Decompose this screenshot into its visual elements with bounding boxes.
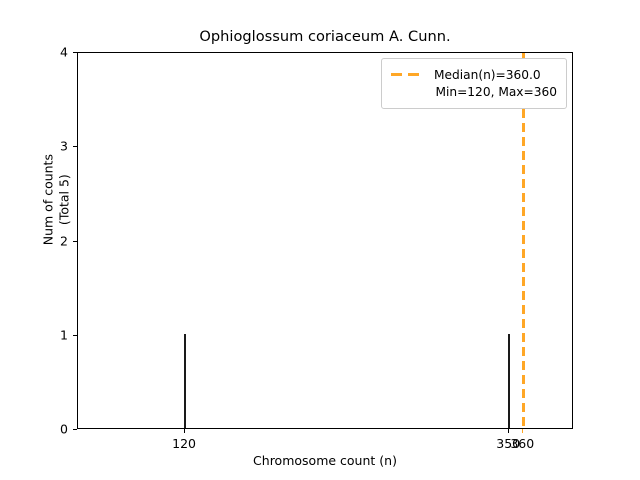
dashed-line-icon <box>391 73 425 76</box>
y-tick-mark <box>73 146 77 148</box>
y-tick-mark <box>73 52 77 54</box>
y-tick-mark <box>73 334 77 336</box>
x-tick-mark <box>507 429 509 433</box>
x-tick-label: 360 <box>510 436 535 451</box>
y-tick-label: 2 <box>60 233 68 248</box>
x-tick-label: 350 <box>496 436 521 451</box>
y-axis-label-line1: Num of counts <box>40 154 56 246</box>
y-tick-label: 0 <box>60 421 68 437</box>
y-tick-label: 4 <box>60 44 68 60</box>
y-tick-mark <box>73 240 77 242</box>
y-tick-label: 3 <box>60 138 68 154</box>
bar-120 <box>184 333 187 428</box>
x-tick-label: 120 <box>172 436 197 451</box>
y-tick-label: 1 <box>60 327 68 343</box>
median-line <box>521 53 525 428</box>
plot-area <box>77 52 573 429</box>
y-tick-mark <box>73 429 77 431</box>
chart-legend: Median(n)=360.0 Min=120, Max=360 <box>381 58 567 109</box>
x-tick-mark <box>183 429 185 433</box>
chart-title: Ophioglossum coriaceum A. Cunn. <box>199 28 451 45</box>
x-tick-mark <box>521 429 523 433</box>
x-axis-label: Chromosome count (n) <box>253 453 397 468</box>
legend-label-minmax: Min=120, Max=360 <box>435 85 557 99</box>
legend-label-median: Median(n)=360.0 <box>434 67 541 82</box>
legend-item-minmax: Min=120, Max=360 <box>391 83 557 101</box>
legend-item-median: Median(n)=360.0 <box>391 66 557 83</box>
bar-350 <box>508 333 511 428</box>
